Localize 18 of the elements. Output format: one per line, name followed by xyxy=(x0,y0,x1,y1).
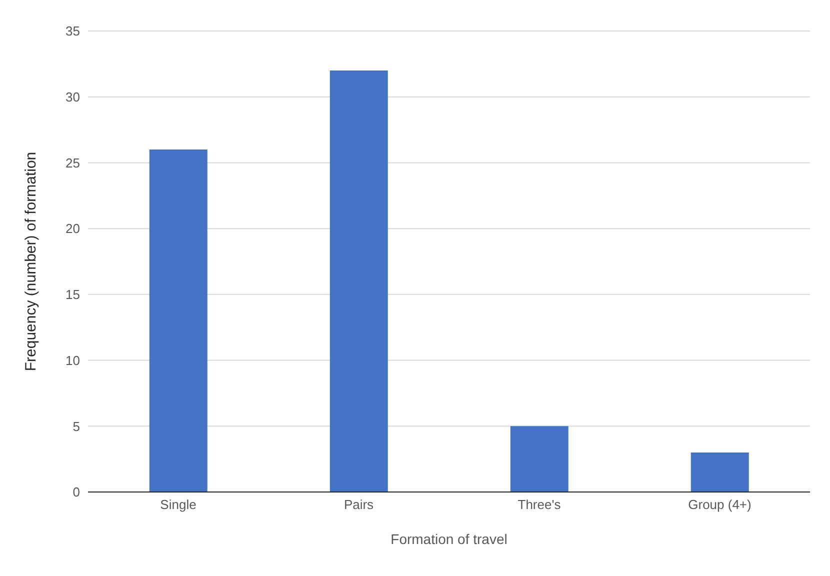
y-tick-label: 30 xyxy=(66,89,80,104)
x-axis-title: Formation of travel xyxy=(390,531,508,547)
bar xyxy=(690,452,749,492)
y-tick-label: 15 xyxy=(66,287,80,302)
y-tick-label: 20 xyxy=(66,221,80,236)
bar xyxy=(330,70,388,492)
y-tick-label: 25 xyxy=(66,155,80,170)
bar xyxy=(510,426,568,492)
y-axis-title: Frequency (number) of formation xyxy=(22,152,40,372)
x-tick-label: Three's xyxy=(518,497,562,512)
y-tick-label: 0 xyxy=(72,484,80,500)
bar xyxy=(149,150,208,492)
y-tick-label: 10 xyxy=(66,352,80,368)
y-tick-label: 35 xyxy=(66,24,80,39)
x-tick-label: Single xyxy=(160,497,196,512)
y-tick-label: 5 xyxy=(72,418,80,434)
x-tick-label: Pairs xyxy=(344,497,374,512)
x-tick-label: Group (4+) xyxy=(688,497,752,512)
